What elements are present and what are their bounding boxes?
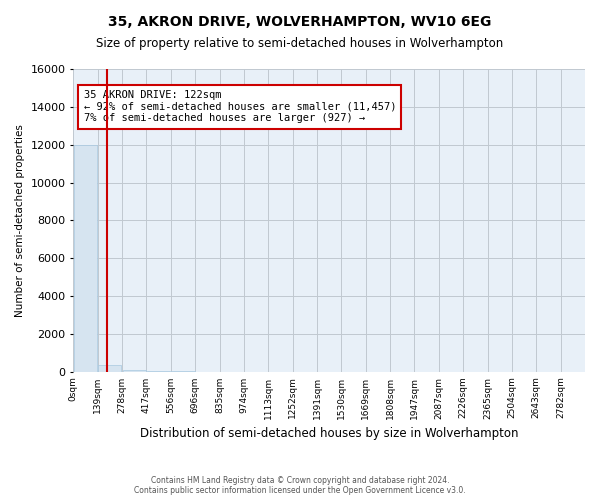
Bar xyxy=(74,144,97,372)
Text: Contains HM Land Registry data © Crown copyright and database right 2024.
Contai: Contains HM Land Registry data © Crown c… xyxy=(134,476,466,495)
Bar xyxy=(122,370,146,372)
Bar xyxy=(98,365,121,372)
Text: Size of property relative to semi-detached houses in Wolverhampton: Size of property relative to semi-detach… xyxy=(97,38,503,51)
X-axis label: Distribution of semi-detached houses by size in Wolverhampton: Distribution of semi-detached houses by … xyxy=(140,427,518,440)
Text: 35, AKRON DRIVE, WOLVERHAMPTON, WV10 6EG: 35, AKRON DRIVE, WOLVERHAMPTON, WV10 6EG xyxy=(109,15,491,29)
Bar xyxy=(147,371,170,372)
Text: 35 AKRON DRIVE: 122sqm
← 92% of semi-detached houses are smaller (11,457)
7% of : 35 AKRON DRIVE: 122sqm ← 92% of semi-det… xyxy=(83,90,396,124)
Y-axis label: Number of semi-detached properties: Number of semi-detached properties xyxy=(15,124,25,317)
